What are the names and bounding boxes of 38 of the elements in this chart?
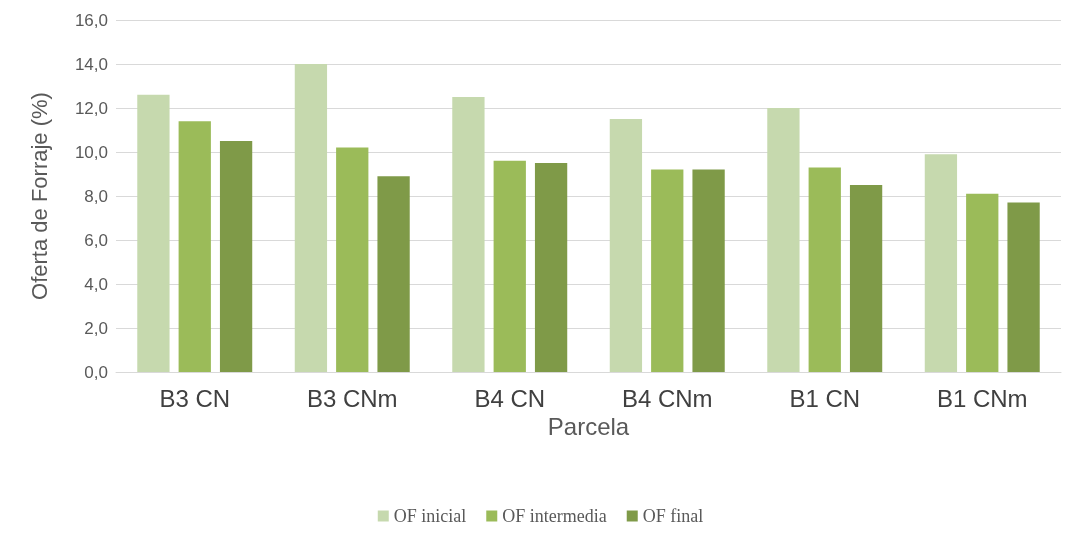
x-axis-title: Parcela bbox=[547, 413, 630, 441]
y-tick-label: 16,0 bbox=[74, 10, 108, 30]
bar bbox=[219, 141, 253, 372]
y-axis-title: Oferta de Forraje (%) bbox=[26, 92, 52, 300]
bar bbox=[609, 119, 643, 372]
bar bbox=[534, 163, 568, 372]
y-tick-label: 14,0 bbox=[74, 54, 108, 74]
y-tick-label: 6,0 bbox=[84, 230, 108, 250]
bar bbox=[651, 169, 684, 372]
bar bbox=[849, 185, 883, 372]
x-tick-label: B4 CN bbox=[474, 384, 546, 412]
bar bbox=[692, 169, 725, 372]
y-tick-label: 0,0 bbox=[84, 362, 108, 382]
bar bbox=[294, 64, 328, 372]
y-tick-label: 2,0 bbox=[84, 318, 108, 338]
legend-label: OF inicial bbox=[393, 506, 467, 526]
bar bbox=[966, 193, 999, 372]
bar bbox=[452, 97, 485, 372]
bar bbox=[178, 121, 211, 372]
bar bbox=[137, 94, 170, 372]
legend-label: OF intermedia bbox=[502, 506, 607, 526]
bar bbox=[808, 167, 841, 372]
legend-label: OF final bbox=[642, 506, 704, 526]
bar bbox=[336, 147, 369, 372]
y-tick-label: 4,0 bbox=[84, 274, 108, 294]
bar bbox=[377, 176, 410, 372]
y-tick-label: 12,0 bbox=[74, 98, 108, 118]
x-tick-label: B1 CN bbox=[789, 384, 861, 412]
bar bbox=[924, 154, 958, 372]
y-tick-label: 10,0 bbox=[74, 142, 108, 162]
x-tick-label: B1 CNm bbox=[936, 384, 1028, 412]
x-tick-label: B3 CN bbox=[159, 384, 231, 412]
bar bbox=[493, 160, 526, 372]
bar bbox=[767, 108, 800, 372]
x-tick-label: B3 CNm bbox=[306, 384, 398, 412]
bar bbox=[1007, 202, 1040, 372]
y-tick-label: 8,0 bbox=[84, 186, 108, 206]
x-tick-label: B4 CNm bbox=[621, 384, 713, 412]
